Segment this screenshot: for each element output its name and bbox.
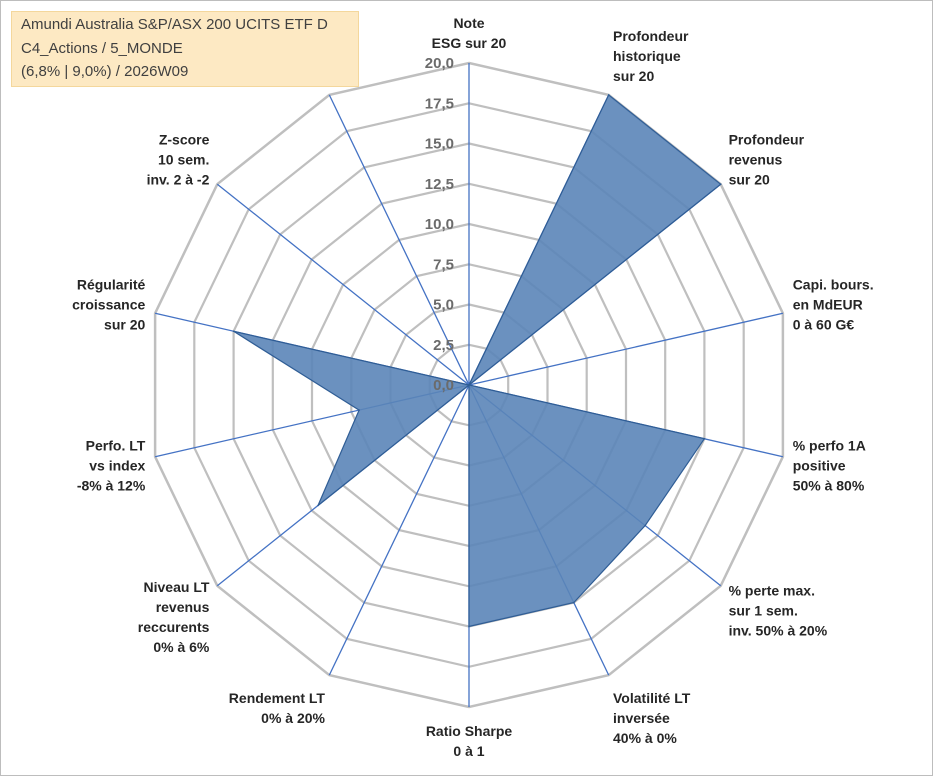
axis-label-line: 0% à 20% (261, 710, 325, 726)
data-point (719, 183, 722, 185)
title-line-fund: Amundi Australia S&P/ASX 200 UCITS ETF D (21, 16, 328, 33)
axis-label-line: 40% à 0% (613, 730, 677, 746)
axis-label-line: vs index (89, 458, 145, 474)
data-point (317, 504, 319, 507)
axis-label-line: Rendement LT (229, 690, 326, 706)
axis-spoke (216, 183, 470, 386)
tick-label: 12,5 (425, 176, 454, 193)
axis-label-line: croissance (72, 296, 145, 312)
axis-label-line: sur 20 (613, 68, 654, 84)
axis-label-line: Perfo. LT (86, 438, 146, 454)
axis-label-line: Capi. bours. (793, 276, 874, 292)
axis-spoke (468, 312, 784, 386)
axis-label-line: en MdEUR (793, 296, 863, 312)
axis-label: Capi. bours. en MdEUR 0 à 60 G€ (793, 276, 874, 332)
tick-label: 7,5 (433, 256, 454, 273)
axis-label: Perfo. LT vs index -8% à 12% (77, 438, 146, 494)
tick-label: 10,0 (425, 216, 454, 233)
axis-label-line: Niveau LT (144, 579, 210, 595)
data-point (232, 330, 235, 333)
axis-label-line: revenus (156, 599, 210, 615)
series-area (233, 93, 722, 628)
data-point (573, 601, 575, 604)
axis-label-line: 0% à 6% (153, 639, 210, 655)
axis-label: Rendement LT 0% à 20% (229, 690, 326, 726)
axis-label-line: % perfo 1A (793, 438, 866, 454)
axis-label-line: Note (453, 15, 484, 31)
axis-spoke (328, 94, 470, 386)
tick-label: 0,0 (433, 377, 454, 394)
axis-label-line: Régularité (77, 276, 146, 292)
axis-label: Ratio Sharpe 0 à 1 (426, 723, 513, 759)
axis-label: Profondeur historique sur 20 (613, 28, 689, 84)
axis-label: Volatilité LT inversée 40% à 0% (613, 690, 691, 746)
axis-label-line: Ratio Sharpe (426, 723, 513, 739)
axis-label-line: inv. 50% à 20% (729, 623, 828, 639)
axis-label-line: positive (793, 458, 846, 474)
axis-label-line: 0 à 1 (453, 743, 484, 759)
axis-label-line: Volatilité LT (613, 690, 691, 706)
axis-label-line: inversée (613, 710, 670, 726)
axis-label: Profondeur revenus sur 20 (729, 131, 805, 187)
axis-label-line: sur 1 sem. (729, 603, 798, 619)
axis-label-line: revenus (729, 151, 783, 167)
chart-title-box: Amundi Australia S&P/ASX 200 UCITS ETF D… (11, 11, 359, 87)
axis-label: % perfo 1A positive 50% à 80% (793, 438, 866, 494)
axis-label: Note ESG sur 20 (432, 15, 507, 51)
tick-label: 17,5 (425, 95, 454, 112)
axis-label-line: -8% à 12% (77, 478, 146, 494)
axis-label-line: 10 sem. (158, 151, 209, 167)
tick-label: 5,0 (433, 297, 454, 314)
data-point (468, 384, 470, 386)
axis-label-line: historique (613, 48, 681, 64)
axis-label-line: ESG sur 20 (432, 35, 507, 51)
axis-label-line: reccurents (138, 619, 210, 635)
axis-label-line: % perte max. (729, 583, 815, 599)
data-point (358, 409, 360, 411)
axis-label: Niveau LT revenus reccurents 0% à 6% (138, 579, 210, 655)
axis-label: Z-score 10 sem. inv. 2 à -2 (147, 131, 210, 187)
tick-label: 20,0 (425, 55, 454, 72)
tick-label: 2,5 (433, 337, 454, 354)
axis-label-line: Z-score (159, 131, 210, 147)
axis-label-line: inv. 2 à -2 (147, 171, 210, 187)
axis-label-line: sur 20 (729, 171, 770, 187)
data-point (607, 94, 610, 96)
radar-series (232, 93, 722, 628)
axis-label-line: 0 à 60 G€ (793, 316, 855, 332)
axis-label-line: Profondeur (729, 131, 805, 147)
axis-label: % perte max. sur 1 sem. inv. 50% à 20% (729, 583, 828, 639)
data-point (703, 437, 706, 440)
axis-label-line: sur 20 (104, 316, 145, 332)
axis-label-line: 50% à 80% (793, 478, 865, 494)
title-line-category: C4_Actions / 5_MONDE (21, 40, 183, 57)
data-point (644, 524, 646, 527)
axis-label: Régularité croissance sur 20 (72, 276, 145, 332)
data-point (468, 625, 470, 628)
axis-spoke (328, 384, 470, 676)
axis-label-line: Profondeur (613, 28, 689, 44)
tick-label: 15,0 (425, 136, 454, 153)
radial-axis-ticks: 0,0 2,5 5,0 7,5 10,0 12,5 15,0 17,5 20,0 (425, 55, 454, 394)
title-line-stats: (6,8% | 9,0%) / 2026W09 (21, 63, 189, 80)
